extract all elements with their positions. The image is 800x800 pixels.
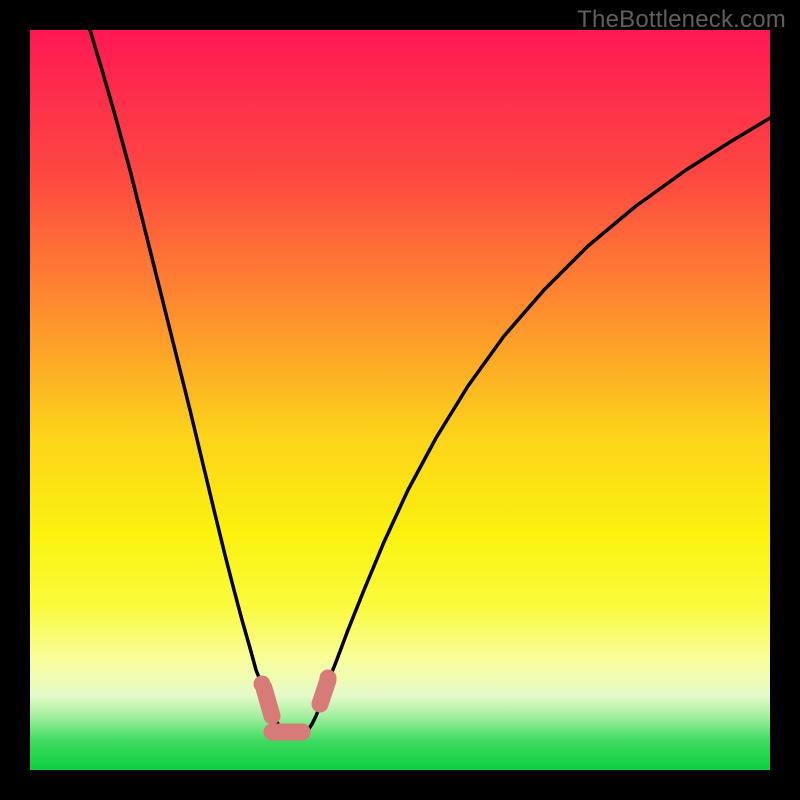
marker-stroke [264, 688, 272, 716]
chart-svg [30, 30, 770, 770]
marker-dot [320, 670, 337, 687]
watermark-text: TheBottleneck.com [577, 6, 786, 34]
gradient-background [30, 30, 770, 770]
outer-frame: TheBottleneck.com [0, 0, 800, 800]
plot-area [30, 30, 770, 770]
marker-dot [294, 724, 311, 741]
